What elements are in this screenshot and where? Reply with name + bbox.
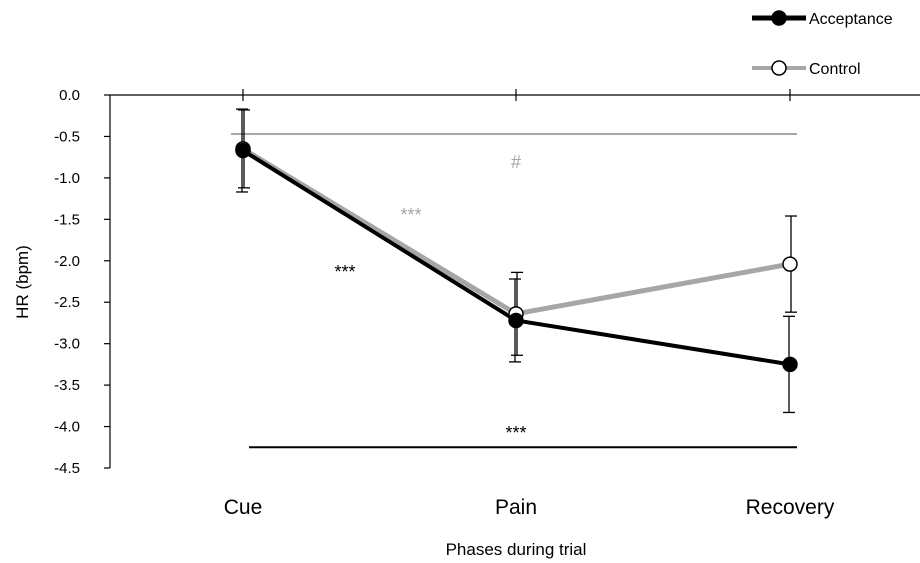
legend: Acceptance Control xyxy=(752,10,893,78)
significance-stars-acceptance: *** xyxy=(334,262,355,282)
y-tick-label: -3.5 xyxy=(54,377,80,394)
data-point-control xyxy=(782,256,798,272)
x-axis-title: Phases during trial xyxy=(446,540,587,559)
legend-label-control: Control xyxy=(809,61,861,78)
significance-stars-bottom: *** xyxy=(505,423,526,443)
y-tick-label: -2.5 xyxy=(54,294,80,311)
y-axis-title: HR (bpm) xyxy=(13,245,32,319)
y-tick-label: 0.0 xyxy=(59,87,80,104)
significance-stars-control: *** xyxy=(400,205,421,225)
x-category-label: Pain xyxy=(495,496,537,519)
data-point-acceptance xyxy=(508,312,524,329)
x-category-label: Recovery xyxy=(746,496,835,519)
y-tick-label: -4.0 xyxy=(54,419,80,436)
data-point-acceptance xyxy=(782,356,798,373)
legend-marker-control xyxy=(771,60,787,76)
legend-marker-acceptance xyxy=(771,10,787,26)
x-category-label: Cue xyxy=(224,496,263,519)
y-tick-label: -3.0 xyxy=(54,336,80,353)
significance-hash-label: # xyxy=(511,152,521,172)
y-tick-label: -1.0 xyxy=(54,170,80,187)
y-tick-label: -4.5 xyxy=(54,460,80,477)
y-tick-label: -0.5 xyxy=(54,128,80,145)
y-tick-label: -1.5 xyxy=(54,211,80,228)
legend-label-acceptance: Acceptance xyxy=(809,11,893,28)
y-tick-label: -2.0 xyxy=(54,253,80,270)
data-point-acceptance xyxy=(235,142,251,159)
